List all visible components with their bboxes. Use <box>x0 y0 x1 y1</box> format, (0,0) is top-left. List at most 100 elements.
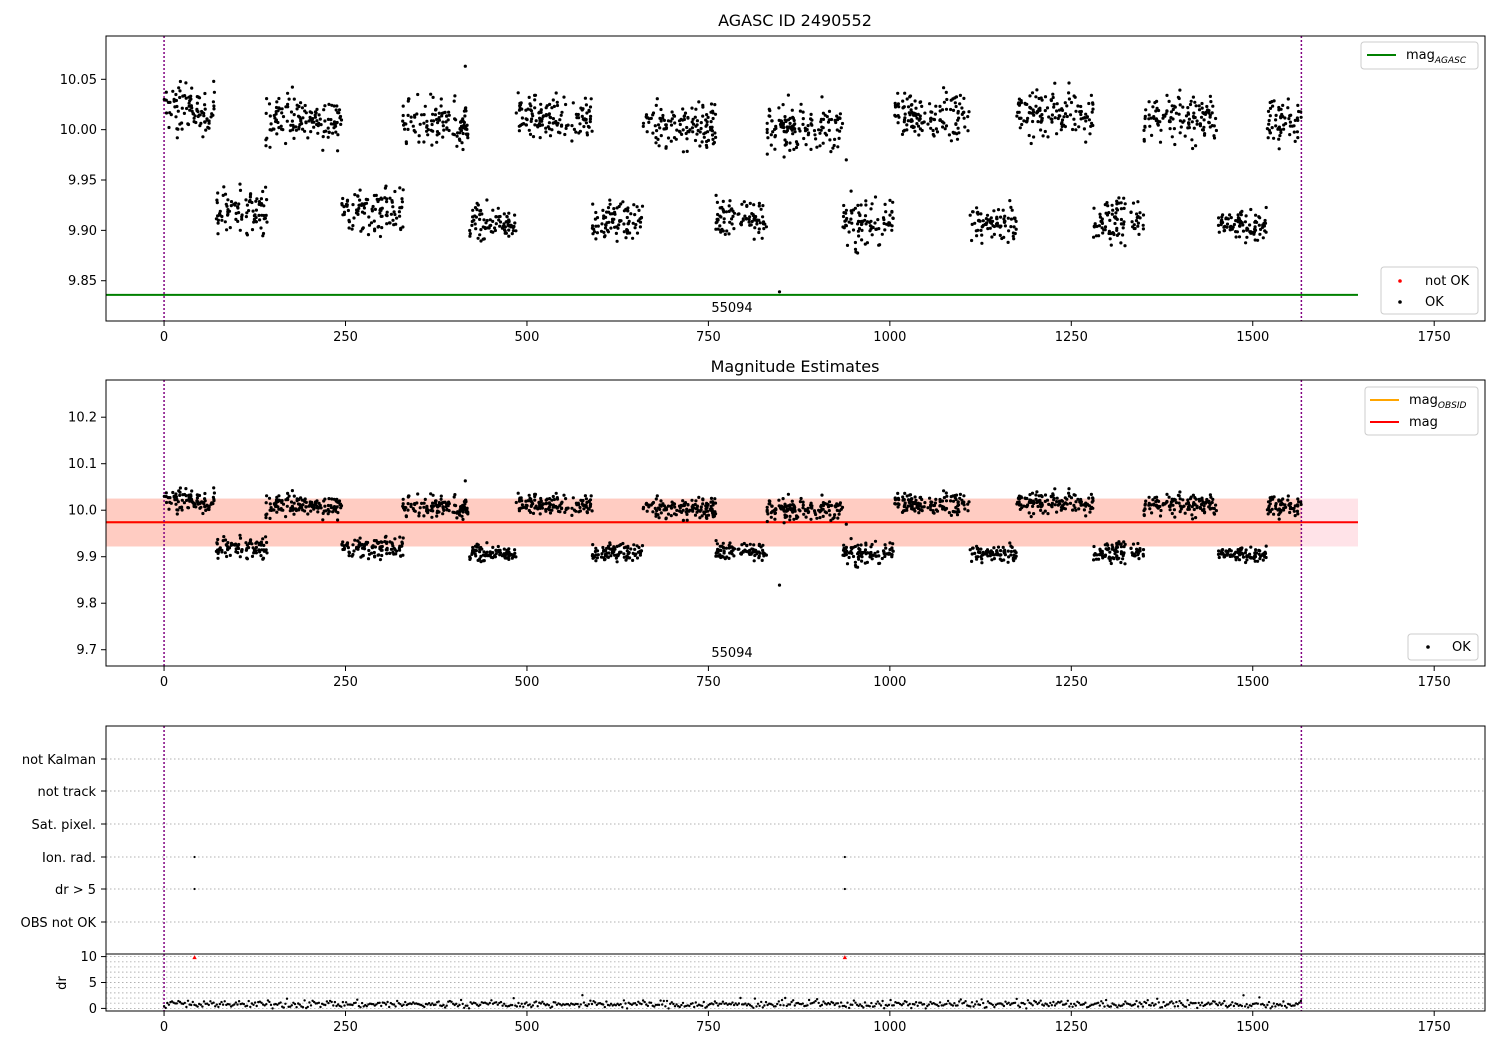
ok-point <box>901 498 905 502</box>
ok-point <box>777 290 782 294</box>
ok-point <box>478 233 482 237</box>
ok-point <box>1003 548 1007 552</box>
ok-point <box>178 89 182 93</box>
dr-point <box>657 1003 661 1007</box>
ok-point <box>737 212 741 216</box>
ok-point <box>340 203 344 207</box>
ok-point <box>681 518 686 523</box>
ok-point <box>353 193 357 197</box>
ok-point <box>1012 237 1016 241</box>
ok-point <box>728 199 732 203</box>
ok-point <box>1141 548 1146 552</box>
ok-point <box>641 124 645 128</box>
dr-point <box>330 1000 333 1004</box>
ok-point <box>531 502 535 506</box>
ok-point <box>1063 125 1067 129</box>
ok-point <box>267 102 272 106</box>
ok-point <box>1049 494 1053 498</box>
ok-point <box>378 211 382 215</box>
ok-point <box>284 498 288 502</box>
ok-point <box>1195 122 1199 126</box>
dr-point <box>1002 1004 1006 1008</box>
ok-point <box>874 227 878 231</box>
dr-point <box>394 1005 397 1008</box>
ok-point <box>654 497 658 501</box>
ok-point <box>304 121 308 125</box>
ok-point <box>709 102 714 106</box>
legend-ok-label-2: OK <box>1452 640 1471 655</box>
ok-point <box>185 106 189 111</box>
ok-point <box>615 560 619 564</box>
ok-point <box>1154 109 1158 113</box>
ok-point <box>1053 116 1057 120</box>
dr-point <box>1122 1003 1125 1006</box>
ok-point <box>351 552 355 557</box>
ok-point <box>292 97 296 101</box>
dr-point <box>250 1002 254 1005</box>
ok-point <box>909 108 913 112</box>
dr-point <box>542 1002 546 1005</box>
ok-point <box>683 501 688 505</box>
dr-point <box>1288 1003 1292 1006</box>
ok-point <box>1192 111 1196 115</box>
ok-point <box>401 497 405 501</box>
dr-point <box>1065 1002 1068 1005</box>
ok-point <box>1008 541 1012 545</box>
dr-point <box>665 999 669 1003</box>
dr-point <box>354 1001 357 1004</box>
x-tick-label-3-5: 1250 <box>1055 1020 1088 1035</box>
ok-point <box>1167 99 1171 103</box>
ok-point <box>512 224 516 229</box>
ok-point <box>1257 223 1261 227</box>
ok-point <box>319 123 323 127</box>
ok-point <box>1074 128 1078 132</box>
ok-point <box>913 112 918 116</box>
dr-point <box>1216 1004 1220 1007</box>
ok-point <box>1085 502 1089 506</box>
ok-point <box>546 507 550 511</box>
ok-point <box>901 99 905 103</box>
ok-point <box>1103 553 1108 557</box>
ok-point <box>986 554 990 558</box>
ok-point <box>585 111 589 115</box>
dr-point <box>547 1004 551 1007</box>
dr-point <box>592 1000 595 1003</box>
ok-point <box>317 121 321 125</box>
ok-point <box>706 115 710 119</box>
ok-point <box>309 130 313 134</box>
panel-2-legend-bottom: OK <box>1407 633 1479 661</box>
dr-point <box>993 1005 996 1009</box>
ok-point <box>669 139 673 143</box>
dr-point <box>744 1002 747 1005</box>
ok-point <box>995 549 999 553</box>
ok-point <box>547 501 551 505</box>
ok-point <box>1168 127 1172 131</box>
ok-point <box>403 508 407 512</box>
ok-point <box>980 561 984 565</box>
ok-point <box>766 512 770 516</box>
ok-point <box>442 111 446 115</box>
ok-point <box>589 494 593 498</box>
ok-point <box>200 500 205 504</box>
dr-point <box>801 1002 804 1005</box>
ok-point <box>709 496 714 500</box>
ok-point <box>714 227 718 231</box>
dr-point <box>1299 999 1303 1003</box>
ok-point <box>326 126 330 130</box>
ok-point <box>1063 112 1068 116</box>
legend-not-ok-label: not OK <box>1425 274 1470 289</box>
ok-point <box>739 223 744 227</box>
dr-point <box>356 998 359 1001</box>
ok-point <box>1266 500 1271 504</box>
ok-point <box>1119 201 1123 205</box>
ok-point <box>1067 494 1071 498</box>
dr-point <box>630 1003 634 1006</box>
ok-point <box>1274 113 1278 117</box>
ok-point <box>957 131 961 135</box>
dr-point <box>1226 1006 1229 1009</box>
ok-point <box>430 515 434 519</box>
ok-point <box>297 508 301 512</box>
ok-point <box>327 130 331 134</box>
dr-point <box>964 1000 967 1003</box>
dr-point <box>1282 1000 1285 1003</box>
